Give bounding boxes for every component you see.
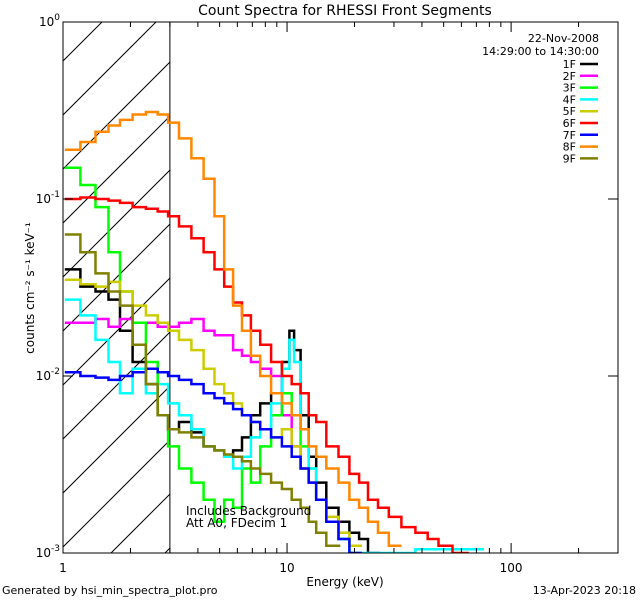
x-tick-labels: 1 10 100 (59, 561, 522, 575)
series-line-9f (64, 233, 341, 547)
timestamp-label: 13-Apr-2023 20:18 (533, 584, 636, 597)
legend-label-2f: 2F (563, 70, 576, 83)
y-tick-label: 100 (39, 13, 60, 29)
legend-label-7f: 7F (563, 129, 576, 142)
y-axis-label: counts cm⁻² s⁻¹ keV⁻¹ (23, 222, 37, 354)
y-tick-labels: 10-3 10-2 10-1 100 (36, 13, 61, 560)
x-axis-label: Energy (keV) (306, 575, 383, 589)
generated-by-label: Generated by hsi_min_spectra_plot.pro (2, 584, 218, 597)
series-line-1f (64, 268, 380, 553)
date-label: 22-Nov-2008 (528, 32, 599, 45)
x-tick-label: 1 (59, 561, 67, 575)
chart-title: Count Spectra for RHESSI Front Segments (198, 3, 492, 19)
y-tick-label: 10-1 (36, 190, 60, 206)
series-line-8f (64, 110, 402, 547)
hatched-region (63, 22, 171, 553)
series-line-6f (64, 196, 469, 553)
legend-label-4f: 4F (563, 93, 576, 106)
legend-label-6f: 6F (563, 117, 576, 130)
annotation-line-1: Includes Background (186, 504, 311, 518)
annotation-line-2: Att A0, FDecim 1 (186, 516, 287, 530)
axis-ticks (62, 21, 619, 554)
legend-label-9f: 9F (563, 152, 576, 165)
x-tick-label: 100 (500, 561, 523, 575)
legend-label-3f: 3F (563, 82, 576, 95)
y-tick-label: 10-3 (36, 544, 60, 560)
legend-label-5f: 5F (563, 105, 576, 118)
time-range-label: 14:29:00 to 14:30:00 (482, 45, 599, 58)
hatch-lines (63, 22, 171, 553)
legend-label-1f: 1F (563, 58, 576, 71)
series-line-7f (64, 367, 362, 553)
legend-label-8f: 8F (563, 141, 576, 154)
plot-frame (62, 21, 619, 554)
y-tick-label: 10-2 (36, 367, 60, 383)
x-tick-label: 10 (279, 561, 294, 575)
